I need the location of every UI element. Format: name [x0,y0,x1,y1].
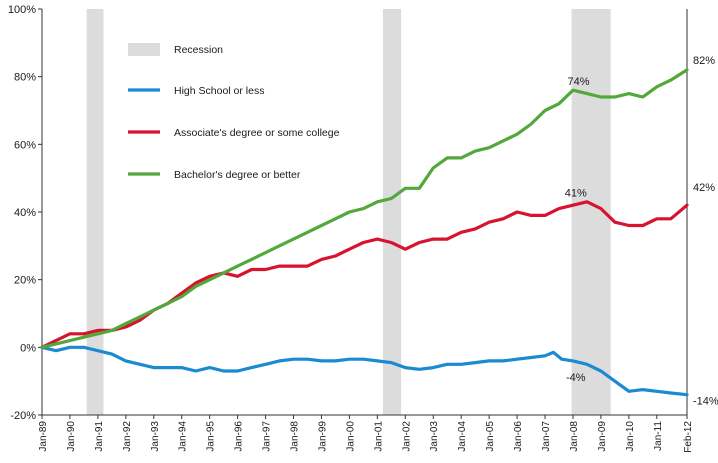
x-tick-label: Jan-90 [66,421,77,452]
x-tick-label: Jan-10 [625,421,636,452]
y-tick-label: 100% [8,4,36,16]
x-tick-label: Jan-95 [206,421,217,452]
x-tick-label: Jan-97 [262,421,273,452]
annotation-label: -14% [693,396,718,408]
x-tick-label: Jan-05 [485,421,496,452]
recession-shading [86,9,611,415]
axes [38,8,688,419]
annotation-label: -4% [566,372,586,384]
y-tick-label: -20% [10,410,36,422]
legend-label-high-school-or-less: High School or less [174,85,264,97]
x-tick-label: Jan-94 [178,421,189,452]
x-tick-label: Jan-89 [38,421,49,452]
x-tick-label: Jan-03 [429,421,440,452]
x-tick-label: Jan-04 [457,421,468,452]
x-tick-label: Jan-08 [569,421,580,452]
series-line-bachelor-s-degree-or-better [40,68,689,349]
legend: Recession High School or less Associate's … [128,43,340,181]
x-tick-label: Jan-09 [597,421,608,452]
recession-band-1 [86,9,104,415]
x-tick-label: Jan-07 [541,421,552,452]
x-tick-label: Jan-98 [290,421,301,452]
series-lines [40,68,689,397]
legend-label-bachelor-s-degree-or-better: Bachelor's degree or better [174,169,301,181]
x-tick-label: Jan-11 [653,421,664,451]
y-tick-label: 40% [14,207,36,219]
x-tick-label: Jan-02 [401,421,412,452]
legend-label-recession: Recession [174,44,223,56]
x-tick-label: Jan-96 [234,421,245,452]
y-tick-label: 20% [14,275,36,287]
annotation-label: 41% [565,188,587,200]
x-tick-label: Jan-01 [373,421,384,452]
x-tick-labels: Jan-89 Jan-90 Jan-91 Jan-92 Jan-93 Jan-94 Jan-… [38,421,694,453]
x-tick-label: Feb-12 [683,421,694,453]
series-line-high-school-or-less [40,345,689,397]
legend-label-associate-s-degree-or-some-college: Associate's degree or some college [174,127,340,139]
legend-swatch-recession [128,43,160,56]
annotation-label: 82% [693,55,715,67]
recession-band-2 [382,9,402,415]
annotation-label: 42% [693,182,715,194]
y-tick-label: 80% [14,72,36,84]
x-tick-label: Jan-99 [317,421,328,452]
x-tick-label: Jan-93 [150,421,161,452]
x-tick-label: Jan-91 [94,421,105,452]
y-tick-label: 60% [14,139,36,151]
x-tick-label: Jan-92 [122,421,133,452]
annotation-label: 74% [568,76,590,88]
x-tick-label: Jan-06 [513,421,524,452]
y-tick-label: 0% [20,342,36,354]
annotations: 82% 42% -14% 74% 41% -4% [565,55,718,408]
x-tick-label: Jan-00 [345,421,356,452]
y-tick-labels: 100% 80% 60% 40% 20% 0% -20% [8,4,36,422]
